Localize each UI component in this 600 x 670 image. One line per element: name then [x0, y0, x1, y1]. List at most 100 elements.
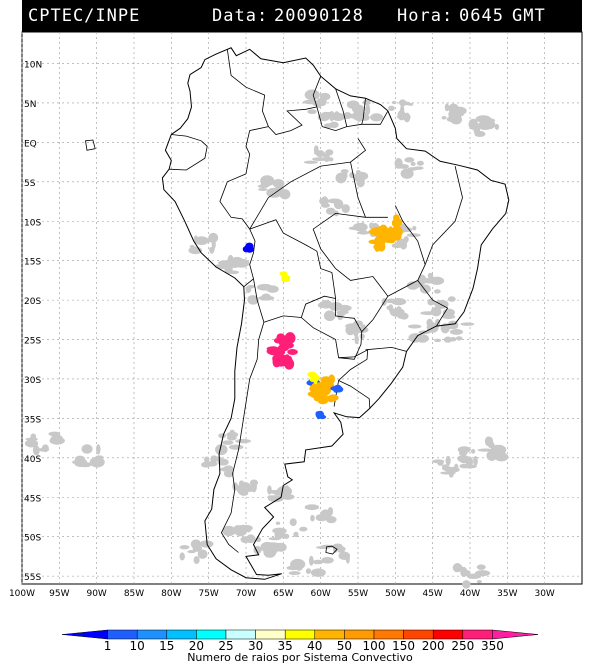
lon-label: 35W [497, 589, 517, 599]
convective-system-50 [368, 229, 381, 234]
convective-system-350 [266, 346, 279, 351]
cloud-patch [407, 167, 418, 171]
lat-label: 45S [24, 494, 41, 504]
convective-system-50 [317, 381, 332, 393]
cloud-patch [474, 130, 486, 138]
cloud-patch [239, 524, 253, 532]
cloud-patch [187, 550, 196, 554]
cloud-patch [473, 455, 478, 466]
cloud-patch [272, 178, 285, 188]
convective-system-50 [391, 219, 397, 227]
cloud-patch [222, 440, 234, 445]
cloud-patch [338, 551, 351, 561]
convective-system-50 [317, 396, 329, 405]
border-line [361, 295, 389, 332]
cloud-patch [215, 444, 228, 456]
legend-swatch [107, 629, 138, 640]
convective-system-15 [316, 412, 322, 420]
cloud-patch [389, 308, 405, 317]
cloud-patch [41, 444, 49, 453]
cloud-patch [348, 113, 364, 119]
cloud-patch [229, 429, 236, 438]
cloud-patch [304, 504, 320, 511]
cloud-patch [466, 573, 482, 579]
cloud-patch [427, 298, 435, 306]
cloud-patch [445, 455, 451, 466]
cloud-patch [307, 109, 317, 115]
cloud-patch [217, 458, 229, 466]
lat-label: 50S [24, 534, 41, 544]
cloud-patch [433, 289, 441, 294]
cloud-patch [433, 301, 440, 306]
lon-label: 60W [310, 589, 330, 599]
cloud-patch [223, 465, 234, 472]
convective-system-350 [273, 337, 283, 344]
cloud-patch [494, 452, 509, 462]
border-line [335, 88, 348, 127]
legend-class-label: 15 [159, 639, 174, 653]
lat-label: 25S [24, 337, 41, 347]
cloud-patch [260, 182, 266, 188]
latitude-labels: 10N 5N EQ 5S 10S 15S 20S 25S 30S 35S 40S 45S 50S 55S [24, 61, 42, 584]
legend-class-label: 30 [248, 639, 263, 653]
cloud-patch [422, 277, 437, 284]
lat-label: 15S [24, 258, 41, 268]
cloud-patch [352, 222, 368, 232]
lon-label: 90W [86, 589, 106, 599]
border-line [226, 49, 269, 174]
cloud-patch [353, 320, 363, 326]
legend-class-label: 100 [363, 639, 386, 653]
cloud-patch [365, 104, 371, 116]
legend-swatch [462, 629, 493, 640]
cloud-patch [208, 232, 219, 243]
legend-swatch [284, 629, 316, 640]
graticule [21, 32, 582, 584]
lon-label: 100W [9, 589, 35, 599]
legend-swatch [136, 629, 168, 640]
cloud-patch [449, 329, 464, 335]
cloud-patch [299, 526, 308, 532]
cloud-patch [441, 466, 453, 471]
cloud-patch [247, 295, 259, 305]
cloud-patch [293, 531, 299, 538]
south-america-outline [85, 47, 510, 580]
cloud-patch [450, 336, 457, 342]
cloud-patch [462, 580, 471, 589]
cloud-patch [320, 203, 330, 208]
cloud-patch [458, 450, 468, 456]
cloud-patch [261, 293, 271, 301]
legend-swatch [196, 629, 227, 640]
convective-system-35 [279, 271, 288, 277]
cloud-patch [455, 336, 463, 341]
cloud-patch [312, 559, 324, 565]
legend-class-label: 25 [218, 639, 233, 653]
convective-system-350 [280, 349, 286, 355]
border-line [249, 138, 367, 230]
cloud-patch [360, 324, 366, 328]
legend-swatch [344, 629, 375, 640]
border-line [350, 162, 366, 218]
convective-system-35 [281, 275, 291, 280]
cloud-patch [96, 444, 101, 455]
cloud-patch [450, 114, 463, 125]
cloud-patch [179, 552, 185, 561]
legend-swatch [225, 629, 256, 640]
convective-system-50 [391, 225, 403, 238]
time-value: 0645 [459, 6, 504, 26]
border-line [417, 280, 449, 327]
cloud-patch [24, 439, 39, 448]
legend-class-label: 150 [392, 639, 415, 653]
cloud-patch [426, 318, 433, 327]
cloud-patch [325, 207, 336, 215]
cloud-patch [401, 101, 411, 106]
cloud-patch [448, 469, 454, 478]
border-line [338, 380, 371, 409]
cloud-patch [404, 157, 415, 163]
convective-system-350 [287, 349, 298, 356]
legend-class-label: 1 [104, 639, 112, 653]
cloud-patch [329, 121, 339, 129]
cloud-patch [305, 568, 312, 575]
cloud-patch [310, 568, 326, 577]
cloud-patch [476, 580, 482, 584]
border-line [268, 106, 317, 135]
